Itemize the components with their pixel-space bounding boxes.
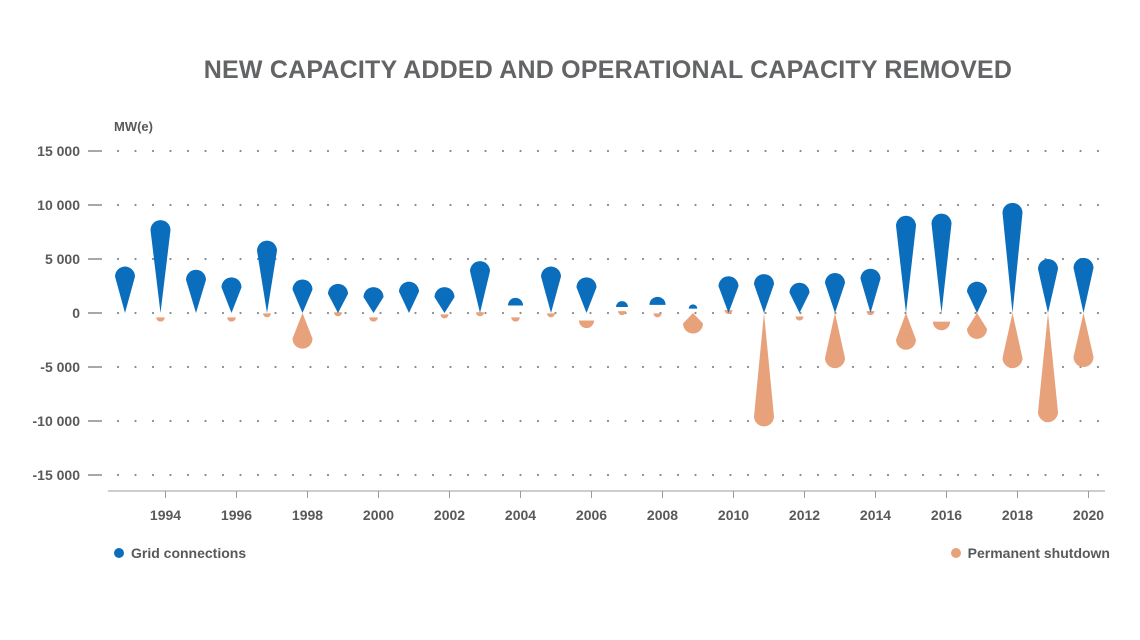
shutdown-mark [263, 313, 271, 318]
x-tick-label: 2018 [1002, 507, 1033, 523]
shutdown-mark [967, 313, 987, 339]
x-tick-label: 1994 [150, 507, 181, 523]
x-axis: 1994 1996 1998 2000 2002 2004 2006 2008 2010 2012… [108, 490, 1105, 523]
x-tick-label: 2020 [1073, 507, 1104, 523]
shutdown-mark [476, 312, 484, 317]
x-tick-label: 2012 [789, 507, 820, 523]
y-tick-label: 5 000 [45, 251, 80, 267]
grid-connection-mark [328, 283, 348, 313]
shutdown-mark [156, 317, 165, 322]
grid-connection-mark [399, 281, 419, 313]
legend-item-grid-connections: Grid connections [114, 545, 246, 561]
legend-item-permanent-shutdown: Permanent shutdown [950, 545, 1110, 561]
x-tick-label: 2010 [718, 507, 749, 523]
shutdown-mark [795, 316, 804, 321]
x-tick-label: 1996 [221, 507, 252, 523]
grid-lines [116, 149, 1102, 477]
shutdown-mark [1073, 313, 1094, 367]
grid-connection-mark [150, 220, 171, 313]
legend-label: Permanent shutdown [967, 545, 1110, 561]
shutdown-mark [1038, 313, 1058, 423]
x-tick-label: 2000 [363, 507, 394, 523]
x-tick-label: 1998 [292, 507, 323, 523]
y-axis-label: MW(e) [114, 119, 153, 134]
chart-title: NEW CAPACITY ADDED AND OPERATIONAL CAPAC… [203, 56, 1013, 84]
legend-swatch-blue [114, 548, 124, 558]
shutdown-mark [653, 313, 662, 318]
y-tick-label: 0 [72, 305, 80, 321]
shutdown-mark [683, 313, 703, 334]
grid-connection-mark [967, 281, 987, 313]
shutdown-mark [866, 311, 875, 316]
y-tick-label: -15 000 [33, 467, 81, 483]
legend-swatch-orange [950, 548, 961, 558]
grid-connection-mark [1073, 257, 1094, 313]
y-tick-label: -5 000 [40, 359, 80, 375]
legend-label: Grid connections [131, 545, 247, 561]
grid-connection-mark [616, 301, 628, 308]
shutdown-mark [440, 314, 449, 319]
grid-connection-mark [541, 266, 561, 313]
shutdown-mark [1002, 313, 1023, 369]
shutdown-mark [292, 313, 313, 349]
x-tick-label: 2014 [860, 507, 891, 523]
grid-connection-mark [363, 287, 384, 313]
shutdown-mark [578, 320, 595, 329]
shutdown-mark [511, 317, 520, 322]
y-tick-label: 10 000 [37, 197, 80, 213]
x-tick-label: 2008 [647, 507, 678, 523]
grid-connection-mark [221, 277, 242, 313]
shutdown-mark [932, 321, 951, 331]
grid-connection-mark [434, 287, 455, 313]
grid-connection-mark [257, 240, 277, 313]
grid-connection-mark [1038, 259, 1058, 313]
x-tick-label: 2004 [505, 507, 536, 523]
grid-connection-mark [1002, 202, 1023, 313]
grid-connection-mark [649, 296, 666, 305]
grid-connection-mark [754, 274, 774, 313]
x-tick-label: 2016 [931, 507, 962, 523]
grid-connection-mark [688, 304, 698, 309]
grid-connection-mark [115, 266, 135, 313]
shutdown-mark [334, 312, 342, 317]
y-tick-label: -10 000 [33, 413, 81, 429]
grid-connection-mark [931, 213, 952, 313]
shutdown-mark [896, 313, 916, 350]
y-axis-ticks: 15 000 10 000 5 000 0 -5 000 -10 000 -15 000 [33, 143, 102, 483]
x-tick-label: 2002 [434, 507, 465, 523]
shutdown-mark [754, 313, 774, 427]
grid-connection-mark [789, 282, 810, 313]
shutdown-mark [825, 313, 845, 369]
shutdown-mark [369, 317, 378, 322]
grid-connection-mark [470, 261, 490, 313]
grid-connection-mark [896, 215, 916, 313]
shutdown-mark [547, 313, 555, 318]
grid-connection-mark [825, 273, 845, 313]
grid-connection-mark [186, 269, 206, 313]
grid-connection-mark [860, 268, 881, 313]
data-marks [115, 202, 1094, 427]
grid-connection-mark [718, 276, 739, 313]
y-tick-label: 15 000 [37, 143, 80, 159]
x-tick-label: 2006 [576, 507, 607, 523]
shutdown-mark [227, 317, 236, 322]
grid-connection-mark [292, 279, 313, 313]
grid-connection-mark [576, 277, 597, 313]
grid-connection-mark [507, 297, 524, 306]
shutdown-mark [618, 311, 626, 316]
